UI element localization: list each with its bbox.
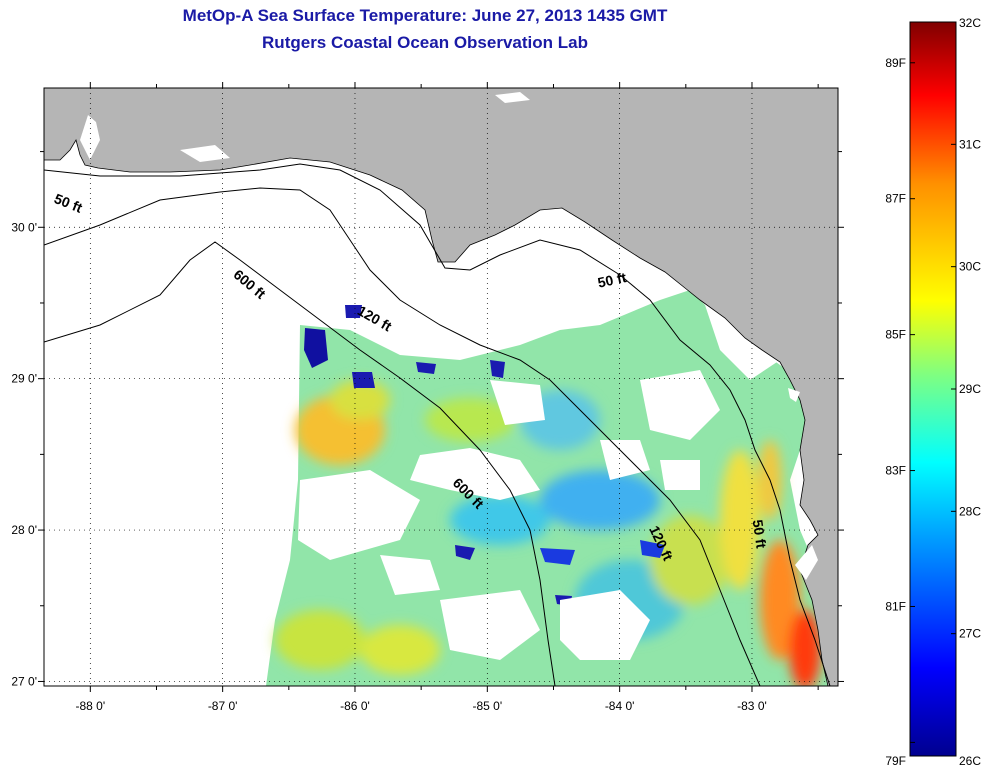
colorbar-label-fahrenheit: 87F bbox=[885, 192, 906, 206]
sst-data-layer bbox=[266, 290, 838, 686]
colorbar-label-celsius: 28C bbox=[959, 504, 981, 518]
colorbar-label-fahrenheit: 85F bbox=[885, 328, 906, 342]
colorbar-label-celsius: 31C bbox=[959, 137, 981, 151]
contour-label: 50 ft bbox=[750, 519, 770, 550]
lon-tick-label: -87 0' bbox=[208, 699, 238, 713]
lon-tick-label: -88 0' bbox=[75, 699, 105, 713]
lon-tick-label: -83 0' bbox=[737, 699, 767, 713]
lat-tick-label: 29 0' bbox=[11, 372, 37, 386]
depth-contours bbox=[44, 163, 831, 686]
colorbar-label-fahrenheit: 79F bbox=[885, 754, 906, 768]
colorbar-label-fahrenheit: 89F bbox=[885, 56, 906, 70]
lat-tick-label: 27 0' bbox=[11, 674, 37, 688]
colorbar-gradient bbox=[909, 21, 957, 757]
colorbar-label-celsius: 27C bbox=[959, 627, 981, 641]
map-subtitle: Rutgers Coastal Ocean Observation Lab bbox=[262, 33, 588, 52]
axis-ticks: -88 0' -87 0' -86 0' -85 0' -84 0' -83 0' 27 0… bbox=[11, 82, 844, 713]
colorbar-label-celsius: 30C bbox=[959, 260, 981, 274]
lat-tick-label: 28 0' bbox=[11, 523, 37, 537]
contour-label: 50 ft bbox=[596, 269, 628, 291]
lon-tick-label: -84 0' bbox=[605, 699, 635, 713]
lon-tick-label: -86 0' bbox=[340, 699, 370, 713]
land-florida bbox=[44, 88, 838, 686]
colorbar-label-celsius: 32C bbox=[959, 16, 981, 30]
colorbar: 32C 31C 30C 29C 28C 27C 26C 89F 87F 85F 83F 81F 79F bbox=[885, 16, 981, 768]
colorbar-label-fahrenheit: 81F bbox=[885, 599, 906, 613]
map-frame bbox=[43, 87, 839, 687]
colorbar-label-celsius: 29C bbox=[959, 382, 981, 396]
map-title: MetOp-A Sea Surface Temperature: June 27… bbox=[182, 6, 668, 25]
lat-tick-label: 30 0' bbox=[11, 220, 37, 234]
colorbar-label-fahrenheit: 83F bbox=[885, 464, 906, 478]
lon-tick-label: -85 0' bbox=[472, 699, 502, 713]
colorbar-label-celsius: 26C bbox=[959, 754, 981, 768]
